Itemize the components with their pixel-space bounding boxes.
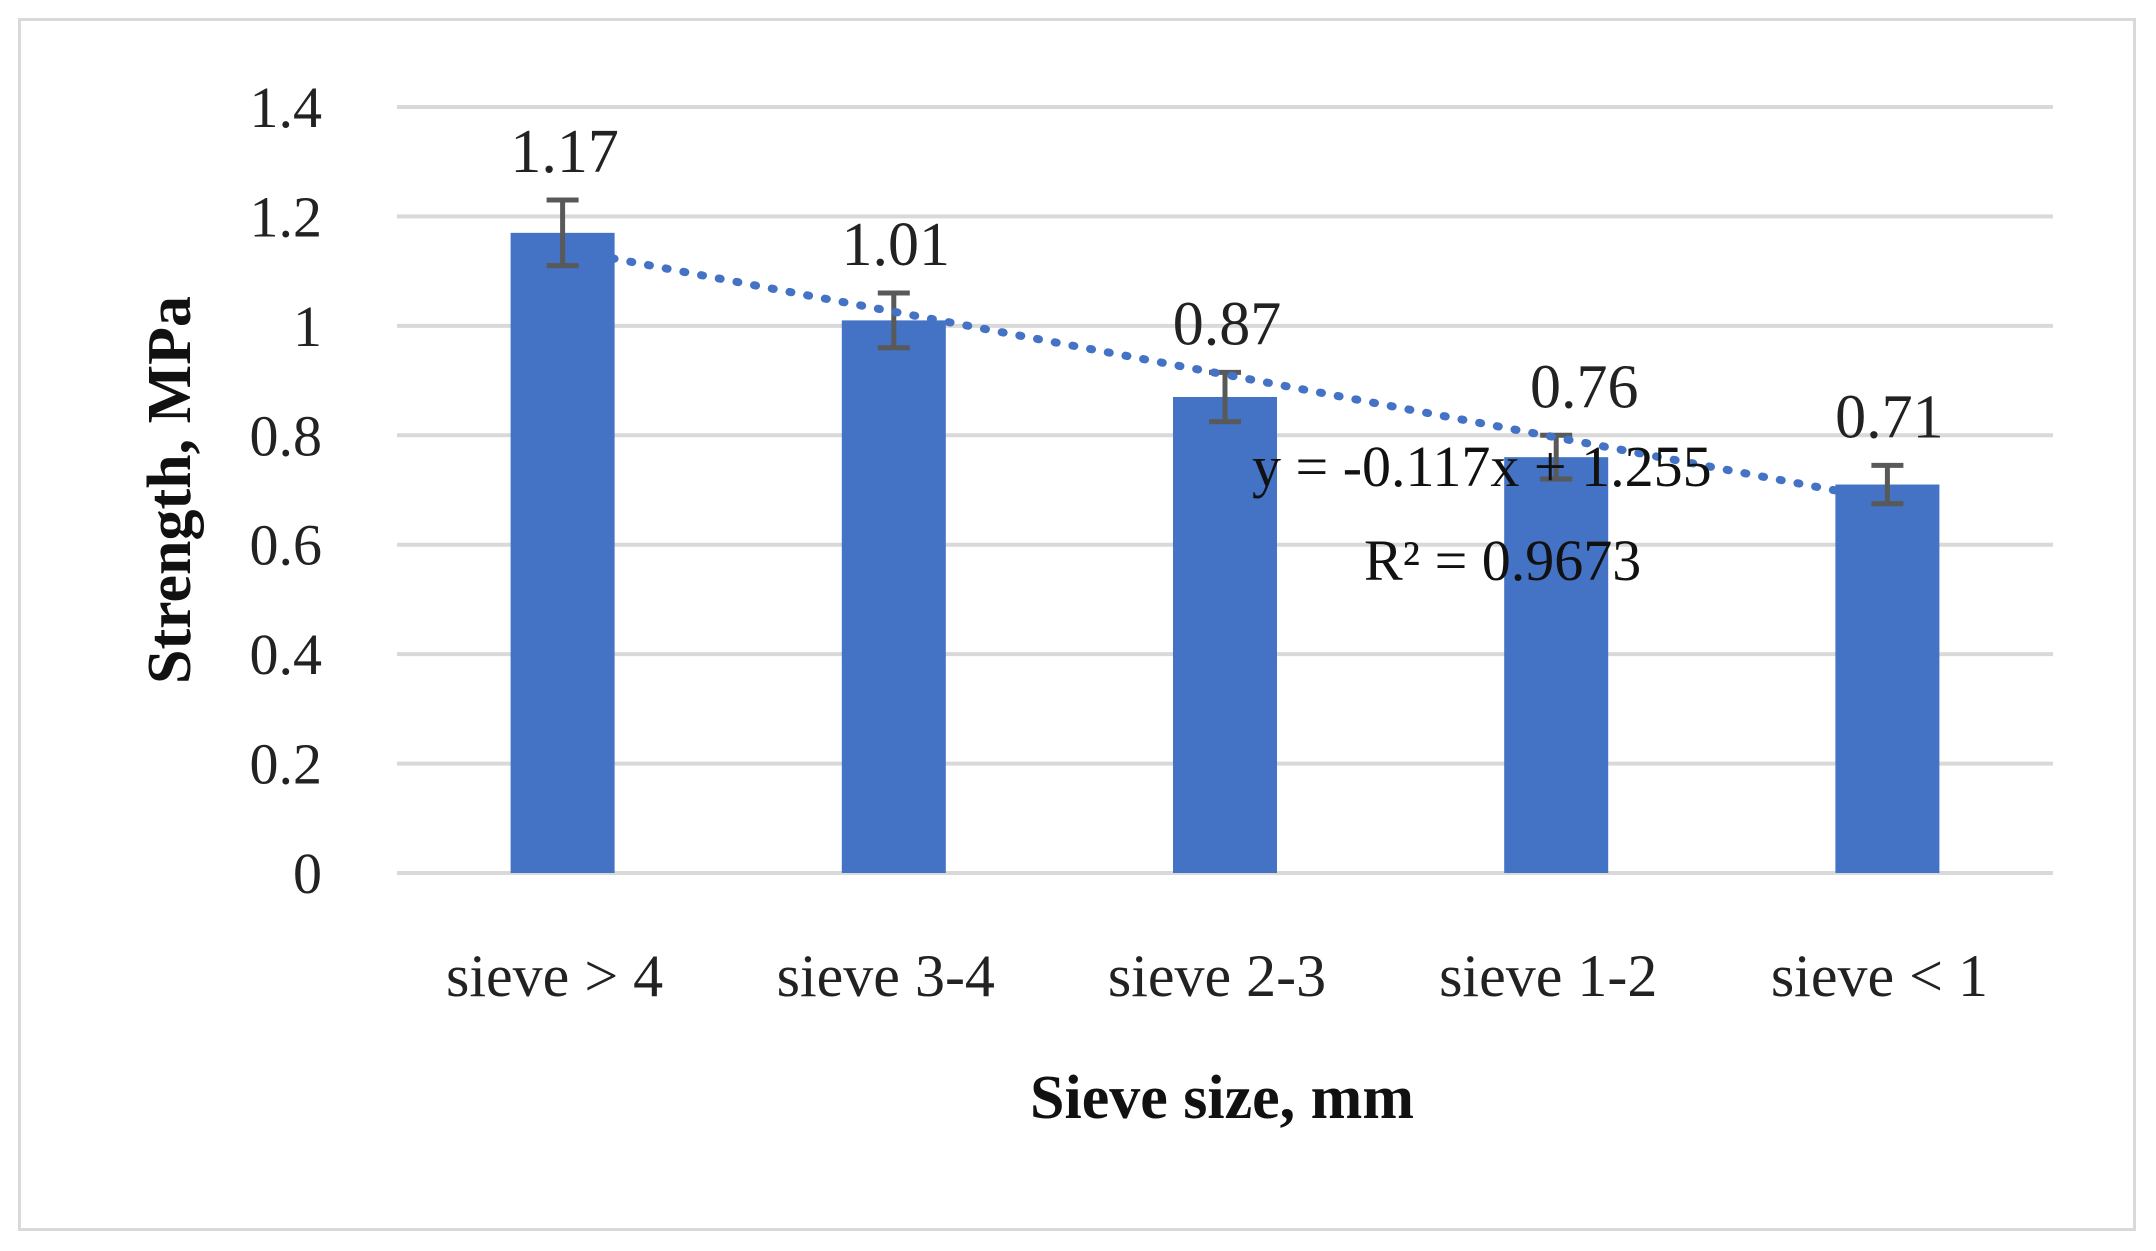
bar (1835, 484, 1940, 873)
data-label: 1.01 (842, 211, 951, 279)
data-label: 0.76 (1530, 353, 1639, 421)
bar (841, 320, 946, 873)
trendline-equation: y = -0.117x + 1.255 (1252, 434, 1712, 499)
y-tick-label: 0.4 (250, 622, 323, 687)
data-label: 0.71 (1835, 383, 1944, 451)
data-label: 0.87 (1173, 290, 1282, 358)
trendline-r-squared: R² = 0.9673 (1364, 528, 1641, 593)
chart-frame (18, 18, 2136, 1231)
trendline (608, 254, 1882, 503)
data-label: 1.17 (510, 118, 619, 186)
data-labels: 1.17 1.01 0.87 0.76 0.71 (510, 118, 1943, 451)
x-tick-label: sieve 1-2 (1439, 943, 1657, 1009)
y-tick-label: 0.8 (250, 403, 323, 468)
bar (1504, 457, 1609, 873)
bars (510, 232, 1940, 874)
x-axis-title: Sieve size, mm (1030, 1064, 1414, 1132)
y-axis-ticks: 0 0.2 0.4 0.6 0.8 1 1.2 1.4 (250, 75, 323, 906)
x-tick-label: sieve 3-4 (777, 943, 995, 1009)
y-tick-label: 0.6 (250, 513, 323, 578)
y-tick-label: 1 (293, 294, 322, 359)
error-bars (546, 197, 1904, 507)
y-axis-title: Strength, MPa (136, 296, 204, 684)
x-axis-ticks: sieve > 4 sieve 3-4 sieve 2-3 sieve 1-2 siev… (446, 943, 1988, 1009)
y-tick-label: 1.4 (250, 75, 323, 140)
y-tick-label: 0.2 (250, 732, 323, 797)
trendline-line (608, 254, 1882, 503)
x-tick-label: sieve > 4 (446, 943, 663, 1009)
y-tick-label: 1.2 (250, 184, 323, 249)
x-tick-label: sieve < 1 (1771, 943, 1988, 1009)
x-tick-label: sieve 2-3 (1108, 943, 1326, 1009)
bar (1173, 396, 1277, 873)
y-tick-label: 0 (293, 841, 322, 906)
bar (510, 232, 615, 874)
